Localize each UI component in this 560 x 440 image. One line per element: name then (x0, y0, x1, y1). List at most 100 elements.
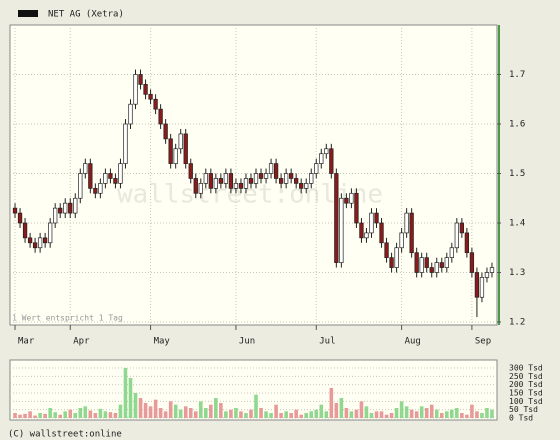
volume-bar (78, 408, 83, 418)
volume-bar (118, 404, 123, 418)
volume-bar (33, 415, 37, 418)
x-tick-label: Jun (239, 337, 255, 347)
volume-bar (28, 411, 32, 418)
volume-bar (18, 414, 22, 418)
volume-bar (244, 413, 248, 418)
volume-bar (38, 413, 42, 418)
volume-bar (409, 409, 414, 418)
candle-body (409, 212, 414, 254)
volume-bar (183, 406, 188, 418)
volume-bar (304, 413, 309, 418)
candle-body (248, 178, 254, 184)
volume-bar (324, 411, 329, 418)
candle-body (183, 133, 188, 164)
volume-bar (490, 409, 494, 418)
candle-body (439, 262, 444, 268)
volume-bar (299, 414, 303, 418)
volume-bar (43, 413, 47, 418)
volume-bar (284, 411, 288, 418)
candle-body (324, 148, 329, 155)
volume-bar (163, 411, 168, 418)
candle-body (198, 183, 203, 194)
copyright: (C) wallstreet:online (8, 430, 122, 440)
volume-bar (480, 413, 484, 418)
note: 1 Wert entspricht 1 Tag (12, 314, 123, 323)
candle-body (113, 178, 118, 184)
candle-body (404, 212, 409, 234)
volume-bar (359, 401, 364, 418)
volume-bar (219, 403, 223, 418)
volume-bar (214, 398, 218, 418)
candle-body (419, 257, 424, 273)
candle-body (208, 173, 213, 189)
candle-body (108, 173, 113, 179)
candle-body (193, 178, 198, 194)
candle-body (479, 277, 485, 298)
candle-body (233, 183, 239, 189)
candle-body (163, 123, 168, 140)
volume-bar (470, 404, 474, 418)
volume-bar (138, 398, 143, 418)
candle-body (238, 183, 244, 189)
candle-body (484, 272, 490, 278)
candle-body (464, 232, 470, 254)
candle-body (243, 178, 249, 189)
volume-bar (108, 412, 113, 418)
candle-body (203, 173, 208, 184)
candle-body (369, 212, 374, 234)
volume-bar (68, 409, 73, 418)
candle-body (27, 237, 33, 244)
volume-bar (354, 409, 359, 418)
volume-bar (23, 413, 27, 418)
candle-body (78, 173, 83, 199)
candle-body (379, 222, 384, 244)
volume-bar (264, 411, 268, 418)
volume-bar (143, 403, 148, 418)
candle-body (469, 252, 475, 273)
volume-bar (63, 411, 68, 418)
y-tick-label: 1.4 (509, 219, 525, 229)
volume-bar (429, 404, 434, 418)
volume-bar (384, 414, 389, 418)
volume-bar (289, 413, 293, 418)
volume-bar (314, 409, 319, 418)
candle-body (359, 222, 364, 239)
candle-body (37, 237, 43, 249)
volume-bar (439, 413, 444, 418)
volume-bar (188, 408, 193, 418)
volume-bar (158, 408, 163, 418)
y-tick-label: 0 Tsd (509, 414, 533, 423)
candle-body (304, 183, 309, 189)
volume-bar (274, 404, 278, 418)
volume-bar (73, 413, 78, 418)
volume-bar (103, 411, 108, 418)
candle-body (42, 237, 48, 244)
candle-body (299, 183, 304, 189)
volume-bar (460, 413, 464, 418)
candle-body (143, 84, 148, 95)
y-tick-label: 150 Tsd (509, 389, 543, 398)
y-tick-label: 1.5 (509, 169, 525, 179)
candle-body (228, 173, 234, 189)
y-tick-label: 250 Tsd (509, 372, 543, 381)
volume-bar (168, 401, 173, 418)
y-tick-label: 200 Tsd (509, 380, 543, 389)
candle-body (17, 212, 23, 224)
volume-bar (399, 401, 404, 418)
candle-body (253, 173, 259, 184)
candle-body (349, 192, 354, 204)
volume-bar (153, 399, 158, 418)
volume-bar (198, 401, 203, 418)
x-tick-label: Mar (18, 337, 35, 347)
y-tick-label: 1.2 (509, 318, 525, 328)
candle-body (158, 108, 163, 125)
volume-bar (128, 378, 133, 418)
volume-bar (88, 410, 93, 418)
candle-body (449, 247, 454, 258)
volume-bar (113, 413, 118, 418)
volume-bar (193, 411, 198, 418)
volume-bar (455, 408, 459, 418)
volume-panel (9, 359, 498, 421)
candle-body (489, 267, 495, 273)
